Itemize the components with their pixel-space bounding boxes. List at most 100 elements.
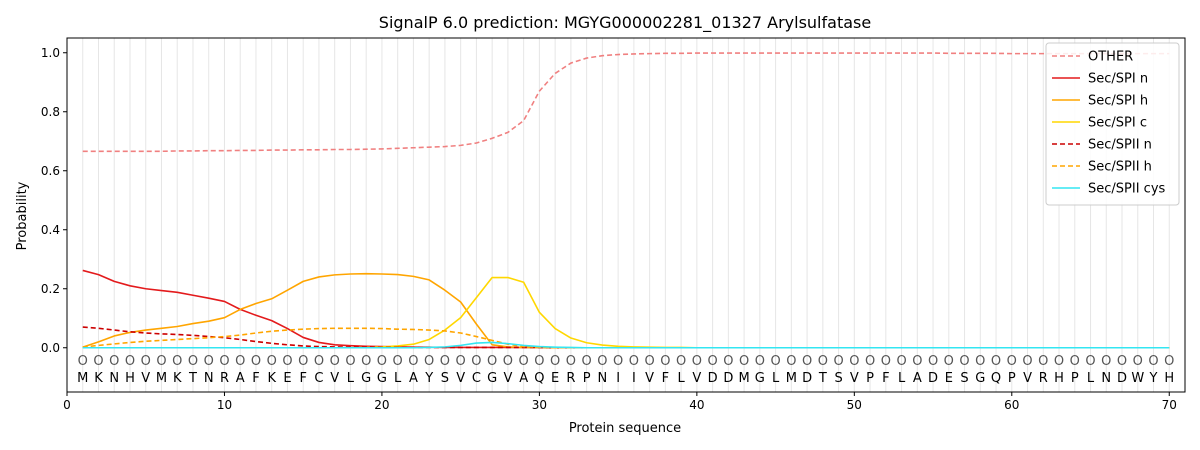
sequence-marker: O xyxy=(1070,354,1080,369)
sequence-marker: O xyxy=(692,354,702,369)
chart-title: SignalP 6.0 prediction: MGYG000002281_01… xyxy=(379,13,871,33)
sequence-residue: P xyxy=(1071,371,1079,386)
sequence-marker: O xyxy=(440,354,450,369)
sequence-marker: O xyxy=(1085,354,1095,369)
sequence-marker: O xyxy=(1038,354,1048,369)
y-tick-label: 0.0 xyxy=(41,341,60,355)
legend-label: Sec/SPI h xyxy=(1088,94,1148,109)
sequence-residue: V xyxy=(141,371,150,386)
sequence-residue: L xyxy=(394,371,402,386)
x-tick-label: 30 xyxy=(532,398,547,412)
sequence-marker: O xyxy=(755,354,765,369)
sequence-residue: V xyxy=(330,371,339,386)
sequence-marker: O xyxy=(1007,354,1017,369)
sequence-residue: G xyxy=(377,371,387,386)
plot-frame xyxy=(66,37,1186,393)
sequence-marker: O xyxy=(235,354,245,369)
sequence-marker: O xyxy=(282,354,292,369)
sequence-marker: O xyxy=(1117,354,1127,369)
series-line-sec-spi-c xyxy=(82,276,1170,349)
sequence-residue: V xyxy=(456,371,465,386)
sequence-residue: I xyxy=(616,371,620,386)
x-tick-label: 40 xyxy=(689,398,704,412)
y-tick-label: 0.2 xyxy=(41,282,60,296)
sequence-residue: D xyxy=(723,371,733,386)
x-tick-label: 60 xyxy=(1004,398,1019,412)
sequence-residue: V xyxy=(645,371,654,386)
sequence-annotation: OMOKONOHOVOMOKOTONOROAOFOKOEOFOCOVOLOGOG… xyxy=(77,354,1174,386)
legend-label: OTHER xyxy=(1088,50,1133,65)
sequence-residue: V xyxy=(503,371,512,386)
sequence-marker: O xyxy=(881,354,891,369)
grid-lines xyxy=(82,38,1170,392)
sequence-residue: T xyxy=(818,371,827,386)
x-tick-label: 50 xyxy=(847,398,862,412)
sequence-residue: R xyxy=(566,371,575,386)
sequence-marker: O xyxy=(959,354,969,369)
y-tick-label: 1.0 xyxy=(41,46,60,60)
sequence-residue: C xyxy=(472,371,481,386)
sequence-marker: O xyxy=(1133,354,1143,369)
sequence-residue: L xyxy=(898,371,906,386)
x-tick-label: 20 xyxy=(374,398,389,412)
sequence-marker: O xyxy=(534,354,544,369)
sequence-residue: G xyxy=(361,371,371,386)
sequence-marker: O xyxy=(424,354,434,369)
sequence-marker: O xyxy=(503,354,513,369)
sequence-marker: O xyxy=(975,354,985,369)
x-tick-label: 10 xyxy=(217,398,232,412)
sequence-marker: O xyxy=(204,354,214,369)
sequence-marker: O xyxy=(267,354,277,369)
sequence-marker: O xyxy=(345,354,355,369)
sequence-residue: H xyxy=(125,371,135,386)
sequence-residue: L xyxy=(772,371,780,386)
sequence-marker: O xyxy=(550,354,560,369)
sequence-residue: E xyxy=(551,371,559,386)
sequence-marker: O xyxy=(833,354,843,369)
sequence-residue: Q xyxy=(534,371,544,386)
sequence-residue: M xyxy=(77,371,88,386)
sequence-marker: O xyxy=(172,354,182,369)
series-lines xyxy=(82,52,1170,349)
sequence-residue: S xyxy=(960,371,968,386)
sequence-residue: N xyxy=(1101,371,1111,386)
sequence-marker: O xyxy=(770,354,780,369)
series-line-other xyxy=(82,52,1170,153)
sequence-marker: O xyxy=(219,354,229,369)
y-tick-label: 0.8 xyxy=(41,105,60,119)
sequence-marker: O xyxy=(519,354,529,369)
sequence-residue: V xyxy=(850,371,859,386)
sequence-marker: O xyxy=(849,354,859,369)
sequence-residue: Y xyxy=(1149,371,1158,386)
sequence-marker: O xyxy=(1101,354,1111,369)
sequence-residue: N xyxy=(598,371,608,386)
x-tick-label: 70 xyxy=(1162,398,1177,412)
legend: OTHER Sec/SPI n Sec/SPI h Sec/SPI c Sec/SPII… xyxy=(1045,42,1180,206)
sequence-marker: O xyxy=(109,354,119,369)
sequence-residue: D xyxy=(928,371,938,386)
sequence-marker: O xyxy=(613,354,623,369)
series-line-sec-spii-h xyxy=(82,327,1170,349)
sequence-marker: O xyxy=(93,354,103,369)
sequence-marker: O xyxy=(78,354,88,369)
sequence-residue: N xyxy=(204,371,214,386)
sequence-residue: L xyxy=(677,371,685,386)
sequence-marker: O xyxy=(377,354,387,369)
x-tick-label: 0 xyxy=(63,398,71,412)
y-tick-label: 0.6 xyxy=(41,164,60,178)
sequence-residue: H xyxy=(1054,371,1064,386)
sequence-marker: O xyxy=(802,354,812,369)
x-axis-label: Protein sequence xyxy=(569,421,681,436)
sequence-marker: O xyxy=(723,354,733,369)
legend-label: Sec/SPII n xyxy=(1088,138,1152,153)
sequence-residue: D xyxy=(802,371,812,386)
sequence-residue: K xyxy=(173,371,182,386)
sequence-marker: O xyxy=(597,354,607,369)
sequence-residue: E xyxy=(945,371,953,386)
sequence-residue: F xyxy=(252,371,259,386)
sequence-residue: S xyxy=(441,371,449,386)
sequence-marker: O xyxy=(629,354,639,369)
sequence-marker: O xyxy=(188,354,198,369)
sequence-marker: O xyxy=(1164,354,1174,369)
sequence-marker: O xyxy=(125,354,135,369)
